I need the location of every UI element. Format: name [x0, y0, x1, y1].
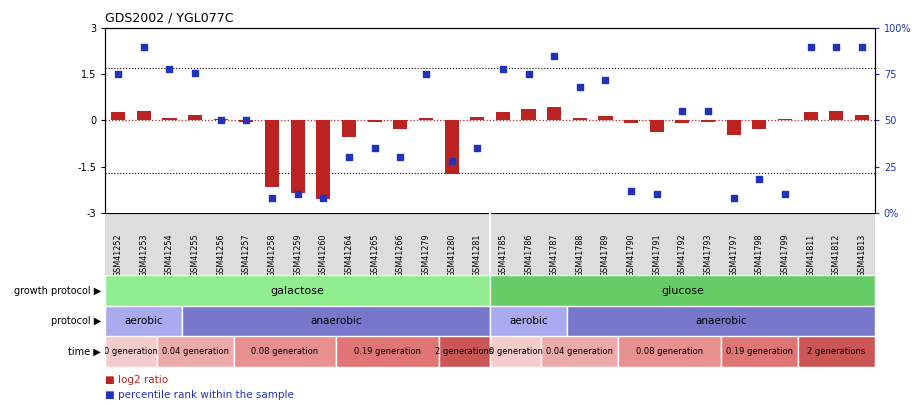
Point — [162, 66, 177, 72]
Bar — [157, 336, 234, 367]
Bar — [496, 112, 510, 121]
Bar — [162, 118, 177, 121]
Text: 0 generation: 0 generation — [489, 347, 542, 356]
Point — [521, 71, 536, 78]
Bar — [598, 116, 613, 121]
Text: 0.19 generation: 0.19 generation — [354, 347, 421, 356]
Point — [188, 69, 202, 76]
Point — [239, 117, 254, 124]
Text: 0.04 generation: 0.04 generation — [546, 347, 614, 356]
Bar — [367, 121, 382, 122]
Bar — [213, 119, 228, 121]
Point — [701, 108, 715, 115]
Bar — [342, 121, 356, 137]
Point — [316, 195, 331, 201]
Bar — [618, 336, 721, 367]
Text: galactose: galactose — [271, 286, 324, 296]
Bar — [265, 121, 279, 187]
Bar — [547, 107, 562, 121]
Point — [470, 145, 485, 151]
Point — [649, 191, 664, 198]
Bar — [393, 121, 408, 129]
Bar — [778, 119, 792, 121]
Bar — [541, 336, 618, 367]
Point — [367, 145, 382, 151]
Text: 0.04 generation: 0.04 generation — [161, 347, 229, 356]
Bar — [111, 112, 125, 121]
Bar — [701, 121, 715, 122]
Bar — [798, 336, 875, 367]
Bar — [439, 336, 490, 367]
Bar — [855, 115, 869, 121]
Point — [496, 66, 510, 72]
Point — [829, 44, 844, 50]
Text: protocol ▶: protocol ▶ — [50, 316, 101, 326]
Text: glucose: glucose — [661, 286, 703, 296]
Text: 0.08 generation: 0.08 generation — [251, 347, 319, 356]
Point — [547, 53, 562, 59]
Bar — [675, 121, 690, 123]
Text: growth protocol ▶: growth protocol ▶ — [14, 286, 101, 296]
Bar — [803, 112, 818, 121]
Text: aerobic: aerobic — [509, 316, 548, 326]
Text: anaerobic: anaerobic — [695, 316, 747, 326]
Bar — [105, 275, 490, 306]
Bar — [336, 336, 439, 367]
Bar — [136, 111, 151, 121]
Text: anaerobic: anaerobic — [311, 316, 362, 326]
Text: ■ percentile rank within the sample: ■ percentile rank within the sample — [105, 390, 294, 401]
Point — [265, 195, 279, 201]
Text: 0 generation: 0 generation — [104, 347, 158, 356]
Text: time ▶: time ▶ — [68, 346, 101, 356]
Text: 0.08 generation: 0.08 generation — [636, 347, 703, 356]
Bar — [234, 336, 336, 367]
Point — [752, 176, 767, 183]
Point — [598, 77, 613, 83]
Bar — [490, 306, 567, 336]
Text: ■ log2 ratio: ■ log2 ratio — [105, 375, 169, 385]
Bar — [649, 121, 664, 132]
Point — [726, 195, 741, 201]
Point — [572, 84, 587, 91]
Bar — [470, 117, 485, 121]
Bar — [444, 121, 459, 174]
Bar — [316, 121, 331, 199]
Bar — [239, 121, 254, 122]
Point — [624, 187, 638, 194]
Bar — [829, 111, 844, 121]
Bar — [188, 115, 202, 121]
Point — [444, 158, 459, 164]
Text: 2 generations: 2 generations — [807, 347, 866, 356]
Point — [111, 71, 125, 78]
Bar — [290, 121, 305, 193]
Bar — [752, 121, 767, 129]
Point — [778, 191, 792, 198]
Text: aerobic: aerobic — [125, 316, 163, 326]
Text: 2 generations: 2 generations — [435, 347, 494, 356]
Point — [855, 44, 869, 50]
Bar — [572, 118, 587, 121]
Point — [342, 154, 356, 161]
Text: 0.19 generation: 0.19 generation — [725, 347, 793, 356]
Bar — [490, 336, 541, 367]
Point — [290, 191, 305, 198]
Point — [803, 44, 818, 50]
Bar — [721, 336, 798, 367]
Bar — [490, 275, 875, 306]
Point — [419, 71, 433, 78]
Bar — [567, 306, 875, 336]
Point — [213, 117, 228, 124]
Bar — [105, 306, 182, 336]
Bar — [624, 121, 638, 123]
Bar — [521, 109, 536, 121]
Point — [675, 108, 690, 115]
Bar — [726, 121, 741, 135]
Point — [136, 44, 151, 50]
Bar — [105, 336, 157, 367]
Bar — [419, 118, 433, 121]
Text: GDS2002 / YGL077C: GDS2002 / YGL077C — [105, 11, 234, 24]
Bar — [182, 306, 490, 336]
Point — [393, 154, 408, 161]
